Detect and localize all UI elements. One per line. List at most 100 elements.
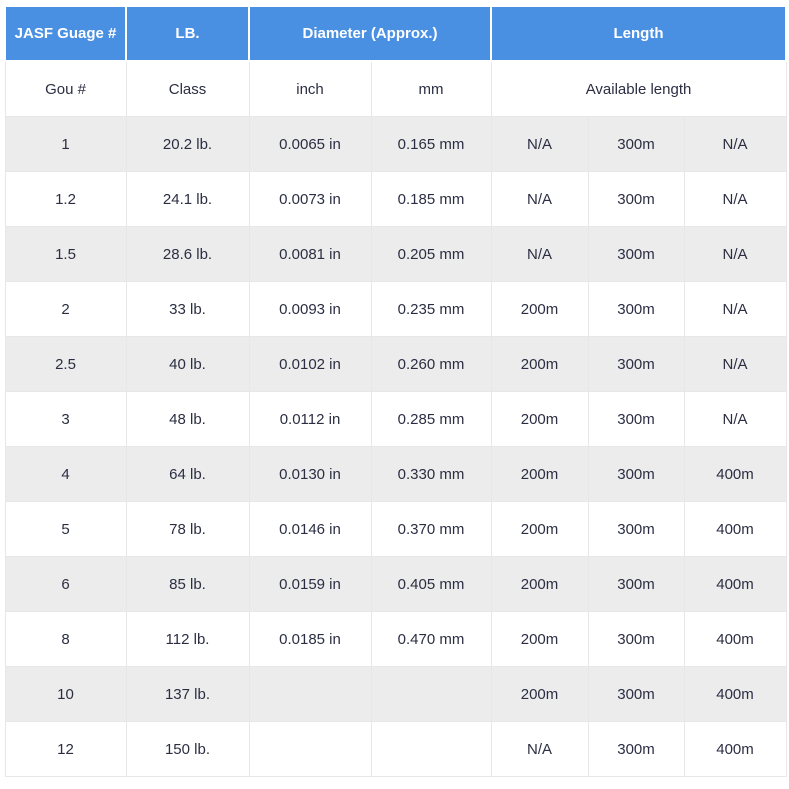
- table-cell: 2: [4, 281, 127, 337]
- table-cell: 200m: [490, 666, 589, 722]
- table-cell: 0.205 mm: [370, 226, 492, 282]
- subheader-row: Gou # Class inch mm Available length: [4, 60, 787, 117]
- table-row: 4 64 lb. 0.0130 in 0.330 mm 200m 300m 400m: [4, 446, 787, 502]
- table-row: 12 150 lb. N/A 300m 400m: [4, 721, 787, 777]
- table-cell: 78 lb.: [125, 501, 250, 557]
- table-cell: 200m: [490, 336, 589, 392]
- table-cell: 0.0146 in: [248, 501, 372, 557]
- table-cell: 40 lb.: [125, 336, 250, 392]
- table-cell: 400m: [683, 446, 787, 502]
- header-group-row: JASF Guage # LB. Diameter (Approx.) Leng…: [4, 5, 788, 62]
- table-row: 3 48 lb. 0.0112 in 0.285 mm 200m 300m N/A: [4, 391, 787, 447]
- table-cell: 300m: [587, 116, 685, 172]
- table-cell: 300m: [587, 391, 685, 447]
- table-cell: 12: [4, 721, 127, 777]
- line-spec-table: JASF Guage # LB. Diameter (Approx.) Leng…: [4, 5, 788, 777]
- table-cell: 0.405 mm: [370, 556, 492, 612]
- table-cell: 1.5: [4, 226, 127, 282]
- table-cell: N/A: [490, 226, 589, 282]
- table-cell: 2.5: [4, 336, 127, 392]
- table-cell: 0.0093 in: [248, 281, 372, 337]
- table-cell: 24.1 lb.: [125, 171, 250, 227]
- table-cell: 6: [4, 556, 127, 612]
- table-cell: 200m: [490, 556, 589, 612]
- table-row: 2 33 lb. 0.0093 in 0.235 mm 200m 300m N/A: [4, 281, 787, 337]
- table-cell: N/A: [683, 281, 787, 337]
- table-cell: 200m: [490, 281, 589, 337]
- table-cell: 0.0065 in: [248, 116, 372, 172]
- table-cell: 0.235 mm: [370, 281, 492, 337]
- subheader-available-length: Available length: [490, 60, 787, 117]
- table-cell: 300m: [587, 556, 685, 612]
- table-row: 6 85 lb. 0.0159 in 0.405 mm 200m 300m 400m: [4, 556, 787, 612]
- table-cell: N/A: [683, 391, 787, 447]
- table-cell: [370, 666, 492, 722]
- table-cell: 400m: [683, 721, 787, 777]
- table-cell: 1.2: [4, 171, 127, 227]
- table-cell: [248, 666, 372, 722]
- table-cell: 1: [4, 116, 127, 172]
- header-length: Length: [489, 5, 788, 62]
- table-cell: 300m: [587, 171, 685, 227]
- table-cell: 48 lb.: [125, 391, 250, 447]
- table-body: 1 20.2 lb. 0.0065 in 0.165 mm N/A 300m N/A 1.2 2…: [4, 116, 787, 777]
- table-cell: 0.165 mm: [370, 116, 492, 172]
- table-cell: 400m: [683, 611, 787, 667]
- table-cell: 400m: [683, 556, 787, 612]
- table-cell: 300m: [587, 611, 685, 667]
- table-cell: 5: [4, 501, 127, 557]
- table-cell: N/A: [683, 171, 787, 227]
- table-cell: N/A: [683, 226, 787, 282]
- table-cell: 10: [4, 666, 127, 722]
- table-cell: [248, 721, 372, 777]
- table-cell: N/A: [490, 116, 589, 172]
- table-cell: 0.285 mm: [370, 391, 492, 447]
- subheader-class: Class: [125, 60, 250, 117]
- table-cell: 300m: [587, 446, 685, 502]
- table-cell: 0.370 mm: [370, 501, 492, 557]
- table-cell: [370, 721, 492, 777]
- table-row: 1.2 24.1 lb. 0.0073 in 0.185 mm N/A 300m N/A: [4, 171, 787, 227]
- table-cell: 300m: [587, 666, 685, 722]
- subheader-mm: mm: [370, 60, 492, 117]
- table-cell: 112 lb.: [125, 611, 250, 667]
- table-cell: 400m: [683, 666, 787, 722]
- table-cell: 0.0130 in: [248, 446, 372, 502]
- table-cell: 200m: [490, 501, 589, 557]
- table-cell: 0.0073 in: [248, 171, 372, 227]
- table-cell: 150 lb.: [125, 721, 250, 777]
- table-cell: 0.0185 in: [248, 611, 372, 667]
- table-cell: 4: [4, 446, 127, 502]
- table-cell: 200m: [490, 446, 589, 502]
- table-row: 8 112 lb. 0.0185 in 0.470 mm 200m 300m 400m: [4, 611, 787, 667]
- table-cell: 0.330 mm: [370, 446, 492, 502]
- table-cell: 85 lb.: [125, 556, 250, 612]
- table-cell: N/A: [683, 116, 787, 172]
- table-cell: 300m: [587, 501, 685, 557]
- table-cell: 0.0081 in: [248, 226, 372, 282]
- table-cell: 300m: [587, 226, 685, 282]
- table-cell: 400m: [683, 501, 787, 557]
- table-cell: 200m: [490, 611, 589, 667]
- header-lb: LB.: [125, 5, 250, 62]
- table-row: 1 20.2 lb. 0.0065 in 0.165 mm N/A 300m N/A: [4, 116, 787, 172]
- table-row: 10 137 lb. 200m 300m 400m: [4, 666, 787, 722]
- table-cell: 64 lb.: [125, 446, 250, 502]
- table-cell: 300m: [587, 336, 685, 392]
- table-cell: 0.185 mm: [370, 171, 492, 227]
- header-diameter: Diameter (Approx.): [248, 5, 492, 62]
- table-cell: 0.260 mm: [370, 336, 492, 392]
- table-cell: 0.0102 in: [248, 336, 372, 392]
- table-cell: 8: [4, 611, 127, 667]
- table-row: 2.5 40 lb. 0.0102 in 0.260 mm 200m 300m N/A: [4, 336, 787, 392]
- table-cell: 0.0159 in: [248, 556, 372, 612]
- header-jasf-gauge: JASF Guage #: [4, 5, 127, 62]
- table-cell: 0.0112 in: [248, 391, 372, 447]
- subheader-inch: inch: [248, 60, 372, 117]
- table-row: 5 78 lb. 0.0146 in 0.370 mm 200m 300m 400m: [4, 501, 787, 557]
- table-cell: N/A: [490, 171, 589, 227]
- table-cell: 300m: [587, 721, 685, 777]
- table-cell: 137 lb.: [125, 666, 250, 722]
- table-cell: 300m: [587, 281, 685, 337]
